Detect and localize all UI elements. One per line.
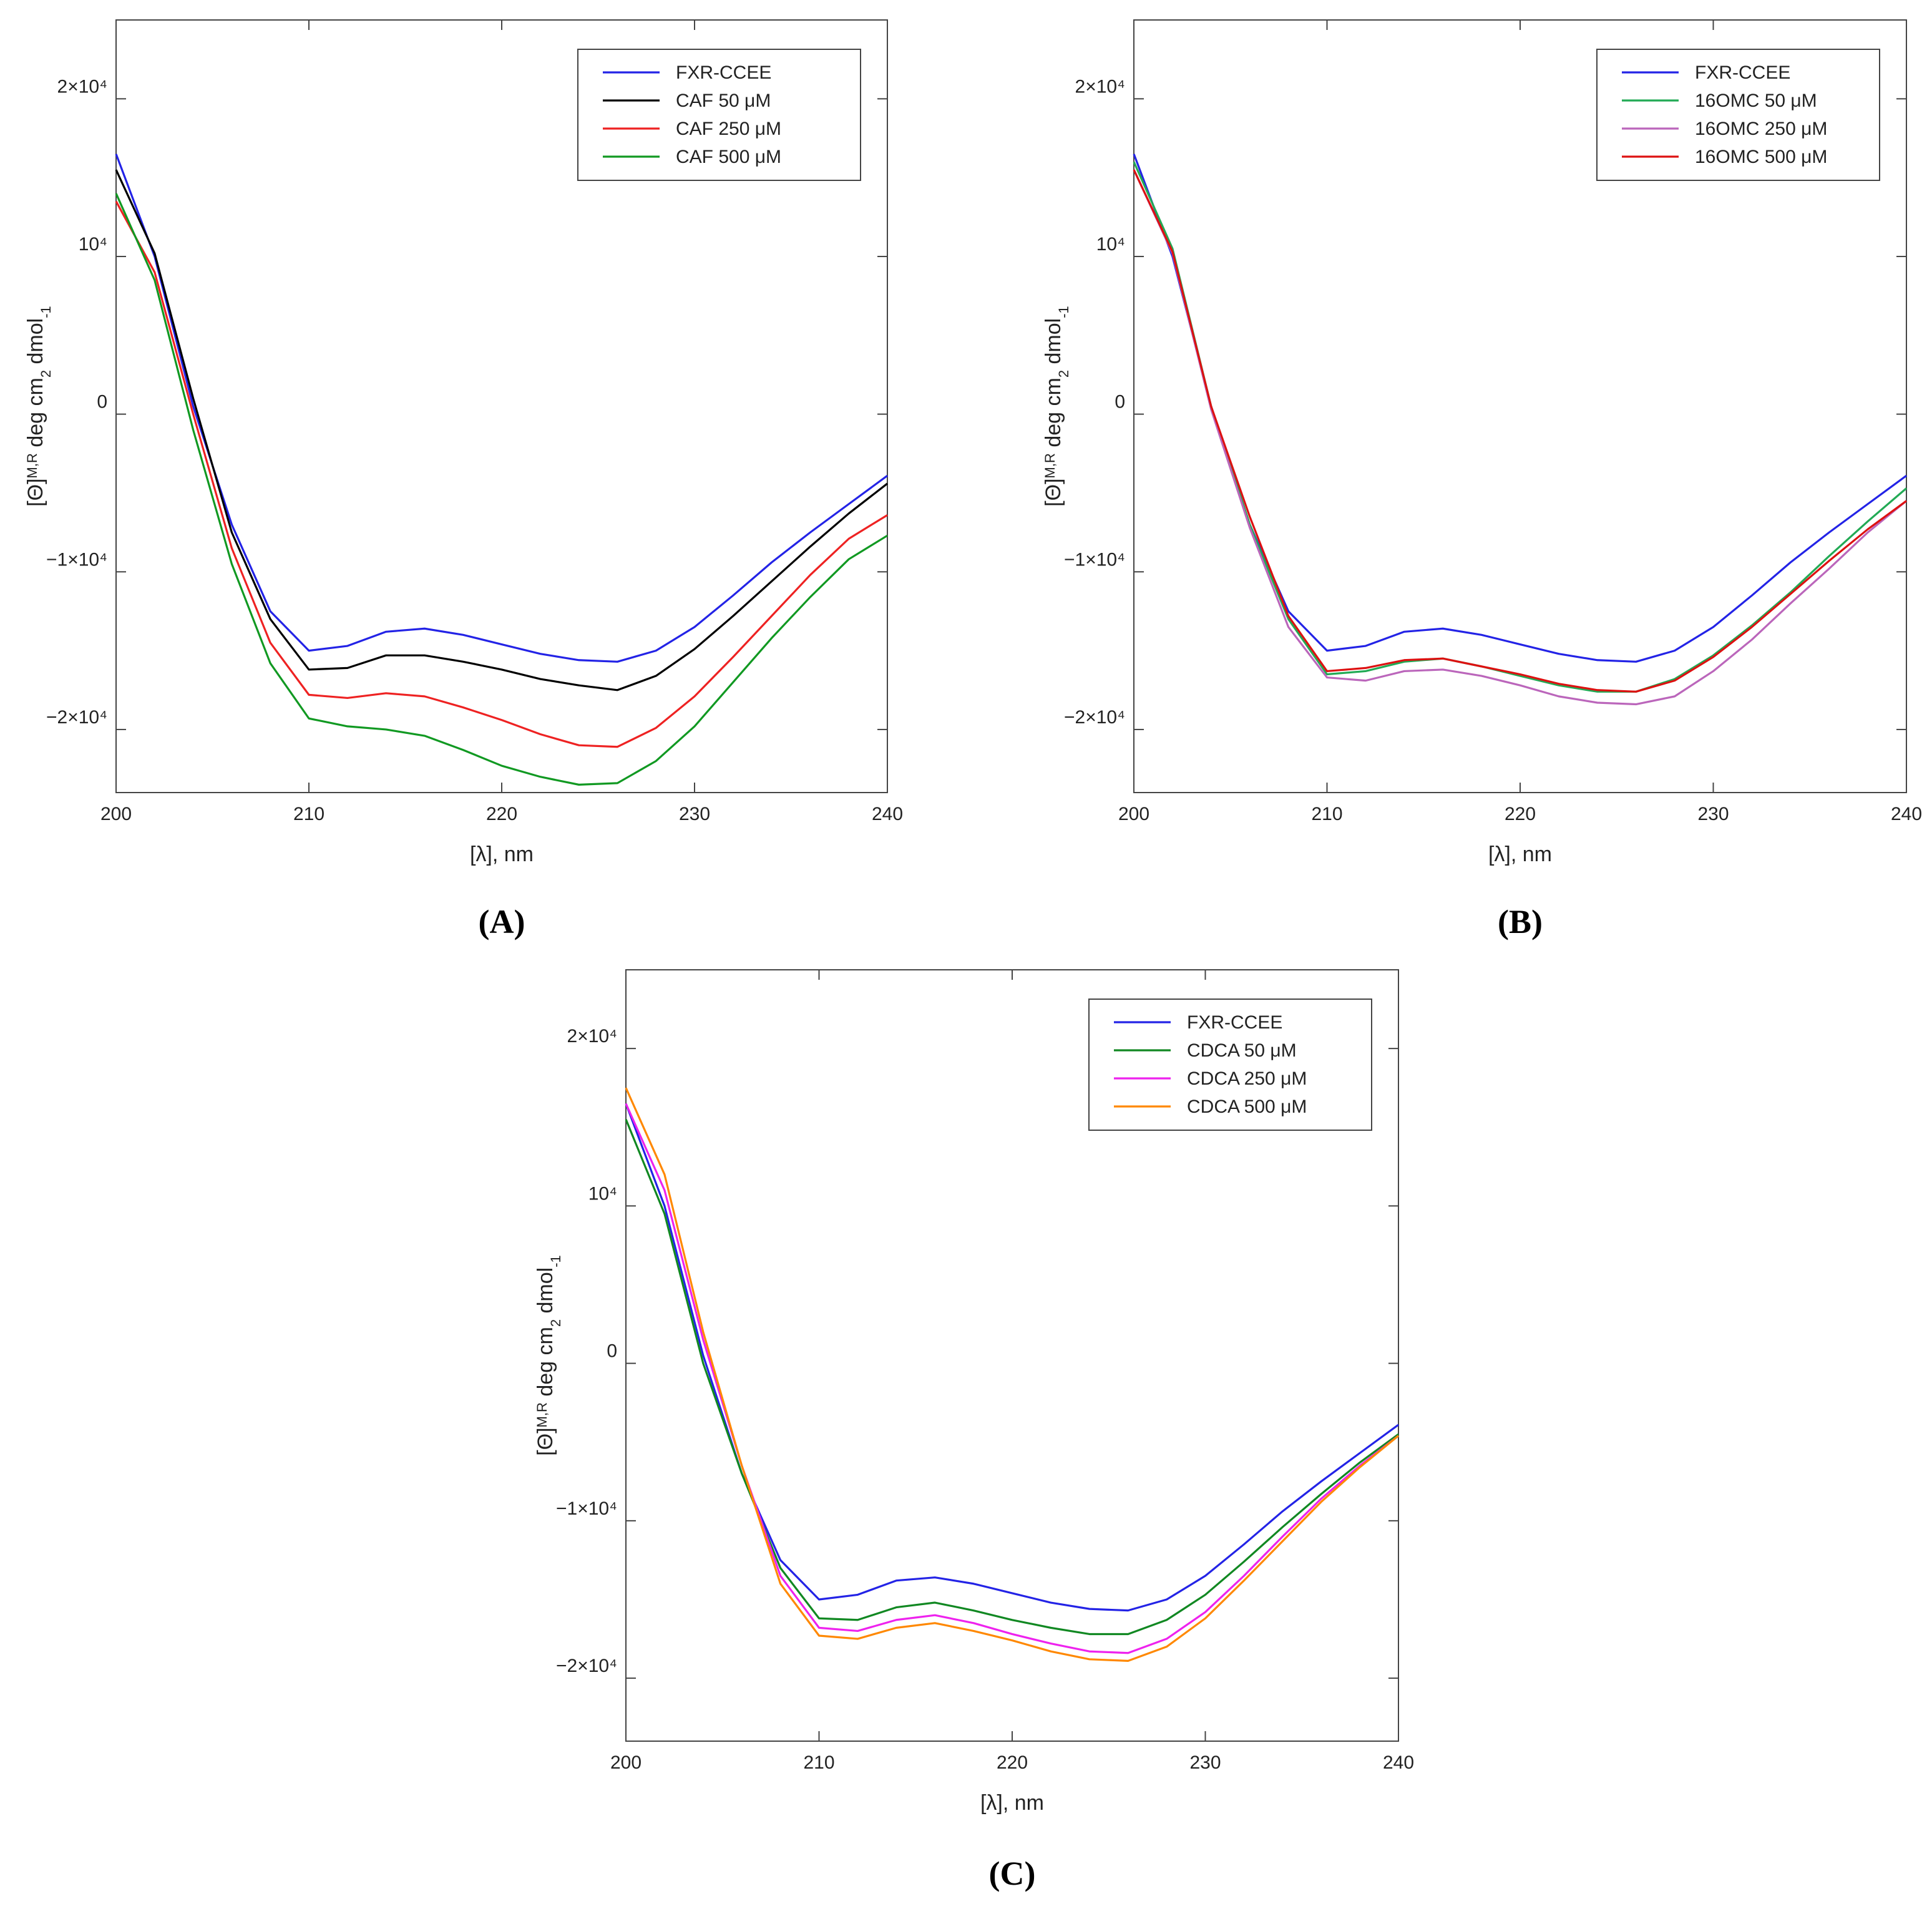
legend-label: CDCA 500 μM xyxy=(1187,1096,1307,1117)
y-axis-label-part: dmol xyxy=(24,318,47,370)
y-tick-label: −1×10⁴ xyxy=(556,1498,617,1519)
y-axis-label-part: dmol xyxy=(534,1267,557,1319)
legend-label: 16OMC 250 μM xyxy=(1695,119,1827,139)
y-axis-label-part: deg cm xyxy=(24,378,47,453)
data-line xyxy=(625,1087,1400,1662)
y-axis-label: [Θ]M,R deg cm2 dmol-1 xyxy=(1042,306,1071,507)
x-tick-label: 210 xyxy=(803,1752,834,1773)
data-line xyxy=(115,193,888,786)
y-tick-label: 2×10⁴ xyxy=(1075,76,1125,97)
y-tick-label: 2×10⁴ xyxy=(567,1026,617,1047)
x-tick-label: 230 xyxy=(1189,1752,1221,1773)
legend: FXR-CCEE CAF 50 μM CAF 250 μM CAF 500 μM xyxy=(577,49,861,181)
legend-label: CAF 500 μM xyxy=(676,147,781,167)
y-tick-label: −1×10⁴ xyxy=(46,549,107,570)
data-line xyxy=(1133,161,1908,693)
panel-label: (C) xyxy=(989,1855,1036,1892)
x-tick-label: 220 xyxy=(486,804,517,824)
y-axis-label-part: [Θ] xyxy=(1042,478,1065,506)
y-tick-label: 0 xyxy=(97,392,107,413)
x-axis-label: [λ], nm xyxy=(980,1791,1044,1815)
y-tick-label: −2×10⁴ xyxy=(556,1656,617,1676)
panel-label: (A) xyxy=(479,903,525,940)
y-axis-label-part: M,R xyxy=(534,1402,550,1427)
x-tick-label: 240 xyxy=(1891,804,1922,824)
y-tick-label: 2×10⁴ xyxy=(57,76,107,97)
data-line xyxy=(115,169,888,691)
data-line xyxy=(115,154,888,663)
y-axis-label-part: -1 xyxy=(1056,306,1071,318)
data-line xyxy=(1133,169,1907,693)
y-tick-label: 0 xyxy=(607,1341,617,1362)
data-line xyxy=(115,200,888,748)
panel-label: (B) xyxy=(1498,903,1543,940)
y-axis-label-part: -1 xyxy=(548,1255,564,1267)
y-axis-label-part: -1 xyxy=(38,306,54,318)
x-tick-label: 200 xyxy=(610,1752,642,1773)
y-axis-label-part: M,R xyxy=(24,453,40,478)
legend-label: 16OMC 500 μM xyxy=(1695,147,1827,167)
x-tick-label: 240 xyxy=(872,804,903,824)
legend: FXR-CCEE 16OMC 50 μM 16OMC 250 μM 16OMC 500… xyxy=(1596,49,1880,181)
legend-box xyxy=(1596,49,1880,181)
legend-label: CDCA 250 μM xyxy=(1187,1068,1307,1089)
legend-label: FXR-CCEE xyxy=(1695,62,1790,83)
y-axis-label-part: [Θ] xyxy=(24,478,47,506)
legend-label: FXR-CCEE xyxy=(676,62,771,83)
x-tick-label: 210 xyxy=(293,804,324,824)
data-line xyxy=(1133,169,1908,706)
y-tick-label: −1×10⁴ xyxy=(1064,549,1125,570)
y-axis-label-part: [Θ] xyxy=(534,1427,557,1455)
y-axis-label-part: 2 xyxy=(548,1319,564,1327)
chart-panel: 200 210 220 230 240 −2×10⁴ −1×10⁴ 0 10⁴ 2×10⁴ [λ],… xyxy=(24,19,903,940)
legend-box xyxy=(577,49,861,181)
y-axis-label-part: 2 xyxy=(38,370,54,378)
x-tick-label: 200 xyxy=(1118,804,1149,824)
y-axis-label-part: M,R xyxy=(1042,453,1058,478)
y-tick-label: 10⁴ xyxy=(79,234,107,255)
legend-label: CAF 250 μM xyxy=(676,119,781,139)
y-axis-label: [Θ]M,R deg cm2 dmol-1 xyxy=(24,306,54,507)
x-tick-label: 210 xyxy=(1311,804,1342,824)
y-axis-label: [Θ]M,R deg cm2 dmol-1 xyxy=(534,1255,564,1456)
y-tick-label: 10⁴ xyxy=(588,1183,617,1204)
y-tick-label: 10⁴ xyxy=(1096,234,1125,255)
y-tick-label: −2×10⁴ xyxy=(46,707,107,728)
legend-label: FXR-CCEE xyxy=(1187,1012,1282,1033)
y-axis-label-part: 2 xyxy=(1056,370,1071,378)
y-tick-label: −2×10⁴ xyxy=(1064,707,1125,728)
legend-box xyxy=(1088,999,1372,1131)
y-tick-label: 0 xyxy=(1115,392,1125,413)
x-tick-label: 220 xyxy=(1505,804,1536,824)
chart-panel: 200 210 220 230 240 −2×10⁴ −1×10⁴ 0 10⁴ 2×10⁴ [λ],… xyxy=(534,969,1414,1892)
x-tick-label: 240 xyxy=(1383,1752,1414,1773)
x-tick-label: 230 xyxy=(1697,804,1729,824)
x-tick-label: 200 xyxy=(100,804,132,824)
x-axis-label: [λ], nm xyxy=(470,842,534,866)
legend: FXR-CCEE CDCA 50 μM CDCA 250 μM CDCA 500 μM xyxy=(1088,999,1372,1131)
legend-label: CDCA 50 μM xyxy=(1187,1040,1297,1061)
x-axis-label: [λ], nm xyxy=(1488,842,1552,866)
legend-label: 16OMC 50 μM xyxy=(1695,90,1817,111)
chart-panel: 200 210 220 230 240 −2×10⁴ −1×10⁴ 0 10⁴ 2×10⁴ [λ],… xyxy=(1042,19,1922,940)
x-tick-label: 220 xyxy=(997,1752,1028,1773)
legend-label: CAF 50 μM xyxy=(676,90,771,111)
y-axis-label-part: deg cm xyxy=(534,1327,557,1402)
y-axis-label-part: deg cm xyxy=(1042,378,1065,453)
y-axis-label-part: dmol xyxy=(1042,318,1065,370)
x-tick-label: 230 xyxy=(679,804,710,824)
